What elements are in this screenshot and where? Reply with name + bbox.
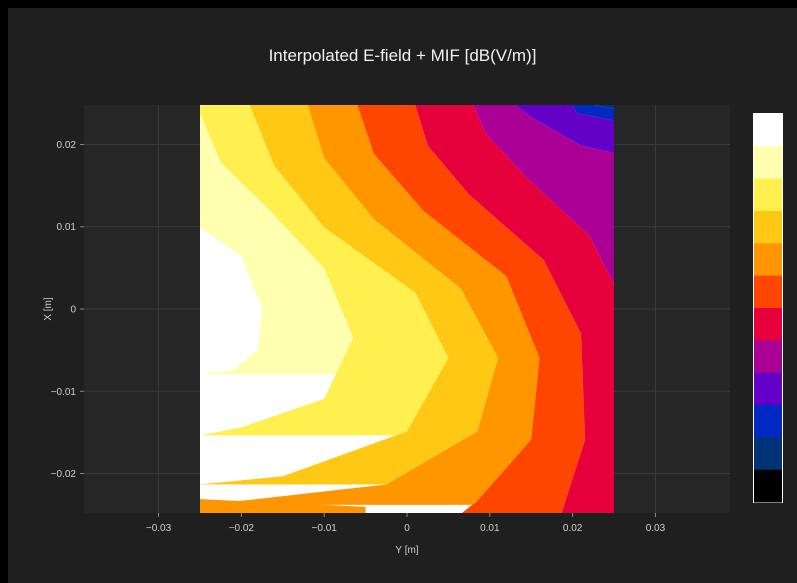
y-tick-label: −0.01 [51, 387, 77, 398]
x-tick-label: 0.01 [480, 523, 500, 534]
y-tick-label: −0.02 [51, 469, 77, 480]
y-axis-label: X [m] [43, 297, 54, 321]
y-tick-label: 0.02 [57, 140, 77, 151]
x-axis-label: Y [m] [395, 545, 418, 556]
y-tick-label: 0 [70, 305, 76, 316]
colorbar-swatch [754, 469, 782, 503]
contour-band [199, 499, 366, 513]
colorbar-swatch [754, 211, 782, 244]
colorbar-swatch [754, 114, 782, 147]
y-tick-label: 0.01 [57, 222, 77, 233]
colorbar-swatch [754, 405, 782, 438]
contour-band [472, 105, 615, 285]
colorbar-swatch [754, 275, 782, 309]
contour-band [514, 105, 615, 154]
x-tick-label: 0.03 [646, 523, 666, 534]
colorbar-swatch [754, 146, 782, 180]
chart-title: Interpolated E-field + MIF [dB(V/m)] [268, 46, 537, 65]
x-tick-label: 0 [404, 523, 410, 534]
chart-frame: Interpolated E-field + MIF [dB(V/m)] −0.… [8, 8, 797, 583]
y-axis-ticks: 0.02 0.01 0 −0.01 −0.02 [51, 140, 84, 480]
colorbar [753, 113, 783, 503]
x-tick-label: −0.02 [229, 523, 255, 534]
x-axis-ticks: −0.03 −0.02 −0.01 0 0.01 0.02 0.03 [146, 513, 666, 534]
colorbar-swatch [754, 243, 782, 277]
contour-fill [199, 105, 615, 513]
x-tick-label: −0.01 [312, 523, 338, 534]
colorbar-swatch [754, 372, 782, 406]
heatmap-chart: −0.03 −0.02 −0.01 0 0.01 0.02 0.03 0.020.010−0… [43, 105, 783, 556]
x-tick-label: 0.02 [563, 523, 583, 534]
contour-band [572, 105, 615, 121]
x-tick-label: −0.03 [146, 523, 172, 534]
colorbar-swatch [754, 178, 782, 212]
colorbar-swatch [754, 340, 782, 374]
contour-band [593, 105, 615, 109]
colorbar-swatch [754, 308, 782, 341]
colorbar-swatch [754, 437, 782, 471]
